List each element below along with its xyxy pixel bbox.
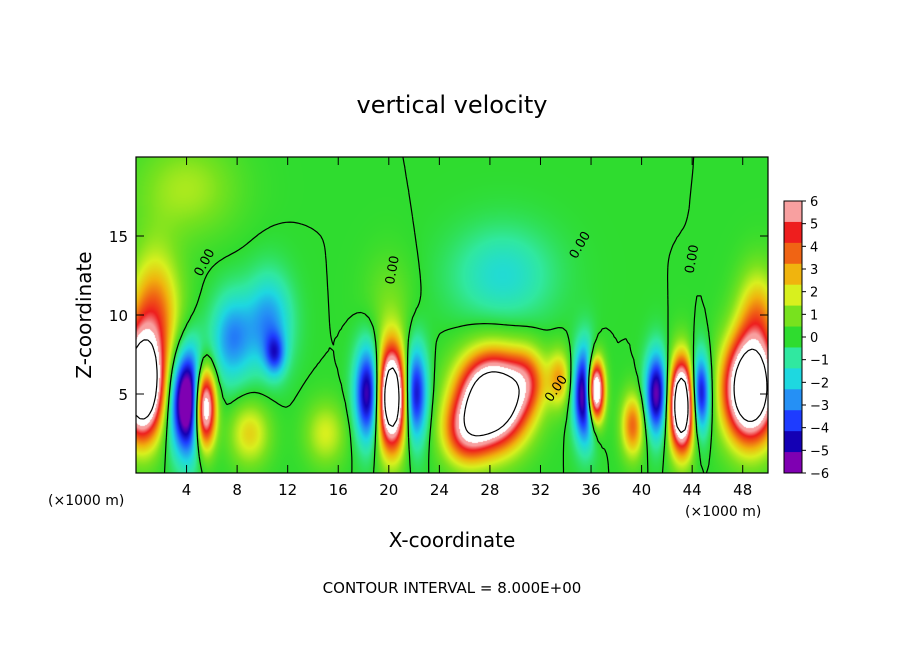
colorbar-tick-label: 2	[810, 286, 818, 301]
x-tick-label: 28	[480, 481, 499, 499]
colorbar-tick-label: 6	[810, 195, 818, 210]
contour-label: 0.00	[683, 244, 703, 275]
y-axis: 5 10 15	[109, 228, 768, 404]
x-tick-label: 40	[632, 481, 651, 499]
colorbar-swatch	[784, 431, 802, 453]
contour-line-positive	[136, 339, 768, 437]
x-unit-left: (×1000 m)	[48, 493, 124, 509]
colorbar-tick-label: −3	[810, 399, 829, 414]
plot-area: 0.00 0.000.00 0.000.00	[136, 157, 768, 473]
y-tick-label: 15	[109, 228, 128, 246]
y-axis-label: Z-coordinate	[72, 251, 96, 378]
x-unit-right: (×1000 m)	[685, 504, 761, 520]
chart-title: vertical velocity	[357, 91, 548, 119]
x-tick-label: 16	[329, 481, 348, 499]
colorbar-tick-label: −4	[810, 422, 829, 437]
colorbar-tick-label: 0	[810, 331, 818, 346]
colorbar-tick-label: 3	[810, 263, 818, 278]
colorbar-swatch	[784, 326, 802, 348]
colorbar-tick-label: 1	[810, 308, 818, 323]
contour-label: 0.00	[383, 255, 403, 286]
x-axis-label: X-coordinate	[389, 528, 516, 552]
y-tick-label: 5	[118, 386, 128, 404]
x-tick-label: 48	[733, 481, 752, 499]
y-tick-label: 10	[109, 307, 128, 325]
x-tick-label: 24	[430, 481, 449, 499]
colorbar-tick-label: 5	[810, 218, 818, 233]
velocity-field	[136, 157, 768, 473]
colorbar-tick-label: −5	[810, 444, 829, 459]
colorbar-swatch	[784, 347, 802, 369]
colorbar-swatch	[784, 284, 802, 307]
colorbar-swatch	[784, 242, 802, 265]
colorbar-swatch	[784, 452, 802, 474]
colorbar-swatch	[784, 410, 802, 432]
contour-interval-footer: CONTOUR INTERVAL = 8.000E+00	[323, 579, 582, 597]
colorbar-swatch	[784, 221, 802, 244]
x-tick-label: 44	[683, 481, 702, 499]
x-tick-label: 4	[182, 481, 192, 499]
colorbar-swatch	[784, 389, 802, 411]
contour-line-zero	[163, 157, 713, 473]
x-tick-label: 8	[232, 481, 242, 499]
x-tick-label: 20	[379, 481, 398, 499]
colorbar-tick-label: −2	[810, 376, 829, 391]
colorbar-swatch	[784, 201, 802, 223]
colorbar: 6 5 4 3 2 1 0 −1 −2 −3 −4 −5 −6	[783, 195, 829, 482]
x-axis: 4 8 12 16 20 24 28 32 36 40 44 48	[182, 157, 752, 499]
colorbar-swatch	[784, 305, 802, 328]
colorbar-tick-label: −1	[810, 354, 829, 369]
colorbar-tick-label: 4	[810, 240, 818, 255]
colorbar-tick-label: −6	[810, 467, 829, 482]
colorbar-swatch	[784, 263, 802, 286]
x-tick-label: 32	[531, 481, 550, 499]
x-tick-label: 12	[278, 481, 297, 499]
colorbar-swatch	[784, 368, 802, 390]
contour-lines	[136, 157, 768, 473]
x-tick-label: 36	[581, 481, 600, 499]
